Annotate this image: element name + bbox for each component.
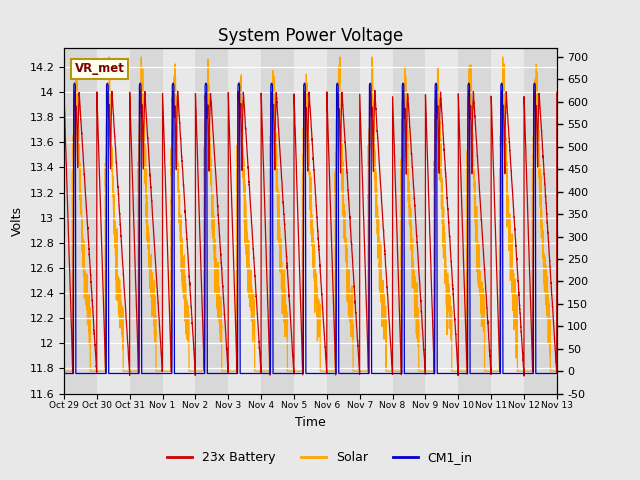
Bar: [195, 48, 228, 394]
Bar: [228, 48, 261, 394]
Text: VR_met: VR_met: [75, 62, 125, 75]
Bar: [458, 48, 491, 394]
Bar: [524, 48, 557, 394]
Bar: [130, 48, 163, 394]
Title: System Power Voltage: System Power Voltage: [218, 27, 403, 45]
Bar: [491, 48, 524, 394]
Bar: [392, 48, 426, 394]
Bar: [360, 48, 392, 394]
Bar: [261, 48, 294, 394]
Bar: [426, 48, 458, 394]
Bar: [97, 48, 130, 394]
Y-axis label: Volts: Volts: [11, 206, 24, 236]
Bar: [327, 48, 360, 394]
X-axis label: Time: Time: [295, 416, 326, 429]
Bar: [163, 48, 195, 394]
Legend: 23x Battery, Solar, CM1_in: 23x Battery, Solar, CM1_in: [163, 446, 477, 469]
Bar: [64, 48, 97, 394]
Bar: [294, 48, 327, 394]
